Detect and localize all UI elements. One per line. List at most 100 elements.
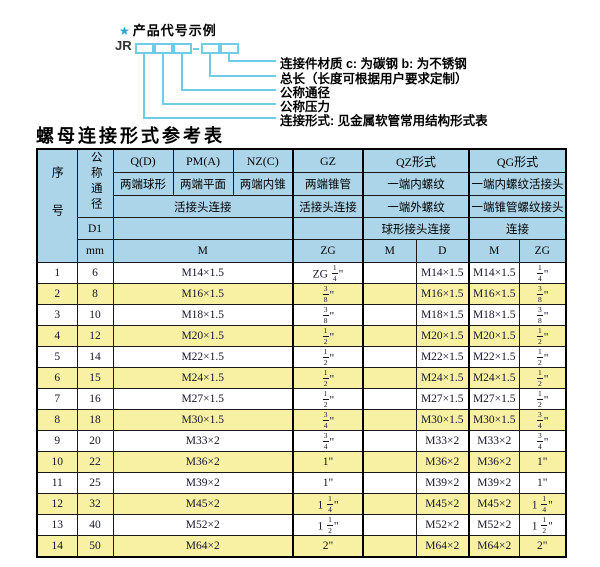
table-cell: 3 8 " (292, 283, 364, 305)
table-cell: M64×2 (112, 535, 294, 558)
header-qz: QZ形式 (362, 148, 470, 173)
table-row: 9 20 M33×2 3 4 " M33×2 M33×2 3 4 " (36, 430, 567, 452)
header-nz: NZ(C) (232, 148, 294, 173)
table-cell: M33×2 (468, 430, 520, 452)
header-qg: QG形式 (468, 148, 567, 173)
header-union-joint-2: 活接头连接 (292, 195, 364, 218)
connector-line (228, 54, 230, 62)
table-cell: M39×2 (112, 472, 294, 494)
table-cell: 14 (36, 535, 78, 558)
connector-line (143, 54, 145, 119)
table-cell (362, 367, 417, 389)
table-row: 5 14 M22×1.5 1 2 " M22×1.5 M22×1.5 1 2 " (36, 346, 567, 368)
code-box-1 (135, 43, 154, 54)
diagram-label-connection: 连接形式: 见金属软管常用结构形式表 (280, 114, 488, 128)
table-cell: M20×1.5 (468, 325, 520, 347)
table-cell: 3 (36, 304, 78, 326)
table-row: 1 6 M14×1.5 ZG 1 4 " M14×1.5 M14×1.5 1 4 " (36, 262, 567, 284)
table-cell: 3 8 " (292, 304, 364, 326)
table-row: 6 15 M24×1.5 1 2 " M24×1.5 M24×1.5 1 2 " (36, 367, 567, 389)
table-cell: 50 (76, 535, 114, 558)
header-pm-sub: 两端平面 (172, 172, 234, 196)
table-cell: 4 (36, 325, 78, 347)
table-cell: 1 1 2 " (518, 514, 567, 536)
table-cell (362, 283, 417, 305)
table-cell: M24×1.5 (112, 367, 294, 389)
table-cell: M27×1.5 (415, 388, 470, 410)
header-nominal-diameter: 公称通径 (76, 148, 114, 218)
table-cell: 1 1 4 " (518, 493, 567, 515)
table-cell (362, 304, 417, 326)
table-cell: 1 2 " (518, 388, 567, 410)
table-cell: M24×1.5 (468, 367, 520, 389)
table-cell: 1" (292, 451, 364, 473)
table-cell: M16×1.5 (112, 283, 294, 305)
product-code-example-title: ★ 产品代号示例 (119, 20, 217, 39)
header-qg-sub1: 一端内螺纹活接头 (468, 172, 567, 196)
star-icon: ★ (119, 24, 131, 38)
table-cell: 1 2 " (518, 367, 567, 389)
table-cell: 40 (76, 514, 114, 536)
table-cell: M33×2 (415, 430, 470, 452)
connector-line (143, 117, 276, 119)
header-qg-sub2: 一端锥管螺纹接头 (468, 195, 567, 218)
diagram-label-length: 总长（长度可根据用户要求定制） (280, 72, 468, 86)
table-cell: 2" (518, 535, 567, 558)
table-cell: M18×1.5 (468, 304, 520, 326)
table-row: 8 18 M30×1.5 3 4 " M30×1.5 M30×1.5 3 4 " (36, 409, 567, 431)
header-qz-sub3: 球形接头连接 (362, 217, 470, 240)
header-union-joint-1: 活接头连接 (112, 195, 294, 218)
table-cell: 1 2 " (518, 346, 567, 368)
table-cell: M30×1.5 (112, 409, 294, 431)
table-row: 11 25 M39×2 1" M39×2 M39×2 1" (36, 472, 567, 494)
table-cell: 1 2 " (292, 325, 364, 347)
table-cell: 6 (76, 262, 114, 284)
table-cell: M22×1.5 (468, 346, 520, 368)
table-cell: M20×1.5 (112, 325, 294, 347)
table-row: 4 12 M20×1.5 1 2 " M20×1.5 M20×1.5 1 2 " (36, 325, 567, 347)
table-cell: 8 (36, 409, 78, 431)
table-cell: 3 4 " (292, 409, 364, 431)
table-cell: M24×1.5 (415, 367, 470, 389)
header-seq: 序号 (36, 148, 78, 263)
table-title: 螺母连接形式参考表 (36, 126, 225, 147)
table-cell: M22×1.5 (415, 346, 470, 368)
table-cell: M52×2 (468, 514, 520, 536)
table-cell: M14×1.5 (112, 262, 294, 284)
product-code-prefix: JR (115, 38, 132, 53)
table-cell: M45×2 (112, 493, 294, 515)
header-nz-sub: 两端内锥 (232, 172, 294, 196)
code-box-3 (173, 43, 192, 54)
table-cell: 1 4 " (518, 262, 567, 284)
header-qz-d: D (415, 239, 470, 263)
table-cell: M52×2 (415, 514, 470, 536)
table-cell: 2 (36, 283, 78, 305)
diagram-label-material: 连接件材质 c: 为碳钢 b: 为不锈钢 (280, 57, 467, 71)
table-cell: 1" (518, 451, 567, 473)
table-row: 2 8 M16×1.5 3 8 " M16×1.5 M16×1.5 3 8 " (36, 283, 567, 305)
table-cell: 1 2 " (292, 346, 364, 368)
table-cell: M16×1.5 (415, 283, 470, 305)
table-cell: 1 2 " (292, 367, 364, 389)
header-d1: D1 (76, 217, 114, 240)
table-cell: M18×1.5 (112, 304, 294, 326)
header-q: Q(D) (112, 148, 174, 173)
table-cell: 11 (36, 472, 78, 494)
header-blank-cell (112, 217, 294, 240)
table-cell: M39×2 (415, 472, 470, 494)
header-qg-sub3: 连接 (468, 217, 567, 240)
table-cell (362, 409, 417, 431)
table-row: 3 10 M18×1.5 3 8 " M18×1.5 M18×1.5 3 8 " (36, 304, 567, 326)
table-cell: 1" (292, 472, 364, 494)
table-cell: 15 (76, 367, 114, 389)
table-cell: 3 8 " (518, 283, 567, 305)
table-cell: 13 (36, 514, 78, 536)
table-cell: M36×2 (112, 451, 294, 473)
table-cell: M36×2 (468, 451, 520, 473)
connector-line (162, 54, 164, 105)
header-q-sub: 两端球形 (112, 172, 174, 196)
table-cell (362, 388, 417, 410)
table-cell (362, 472, 417, 494)
table-cell: 9 (36, 430, 78, 452)
table-cell: 5 (36, 346, 78, 368)
